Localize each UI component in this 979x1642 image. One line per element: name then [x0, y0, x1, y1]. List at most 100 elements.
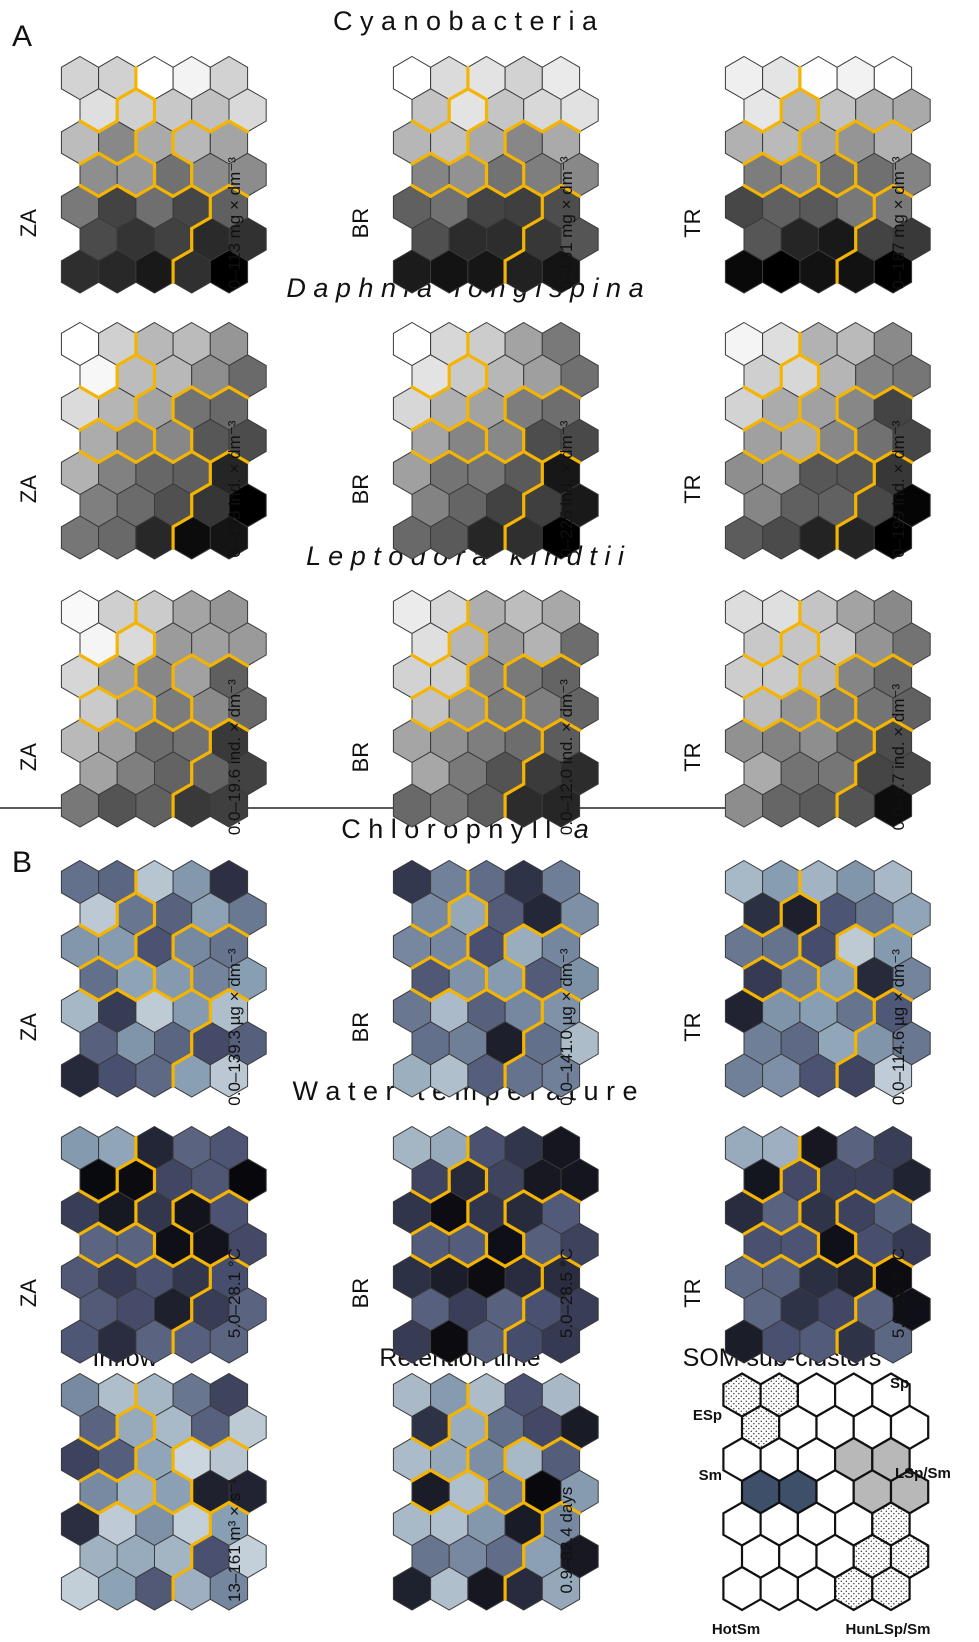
subcluster-label-lsp-sm: LSp/Sm [895, 1465, 951, 1482]
som-cell [209, 1566, 249, 1611]
cluster-border [559, 1189, 582, 1204]
chlorophyll-br-map [392, 859, 599, 1098]
cluster-border [854, 183, 876, 198]
cluster-border [798, 955, 821, 970]
cluster-border [891, 449, 914, 464]
cluster-border [78, 653, 101, 668]
cluster-border [190, 1286, 212, 1301]
range-label: 0.0–12.0 ind. × dm⁻³ [557, 679, 576, 835]
cluster-border [447, 1157, 470, 1172]
cluster-border [816, 449, 839, 464]
cluster-border [503, 1436, 526, 1451]
cluster-border [835, 717, 858, 732]
cluster-border [447, 1468, 470, 1483]
cluster-border [798, 717, 821, 732]
cluster-border [190, 1533, 212, 1548]
cluster-border [854, 385, 876, 400]
row-title-cyanobacteria: C y a n o b a c t e r i a [333, 6, 598, 36]
inflow-range-label: 13–161 m³ × s⁻¹ [225, 1478, 244, 1602]
cluster-border [835, 151, 858, 166]
cluster-border [115, 1468, 138, 1483]
cluster-border [171, 183, 194, 198]
cluster-border [96, 987, 119, 1002]
cluster-border [134, 955, 157, 970]
daphnia-br-map [392, 321, 599, 560]
cluster-border [96, 417, 119, 432]
cluster-border [134, 717, 157, 732]
cluster-border [429, 417, 451, 432]
cluster-border [410, 385, 433, 400]
cluster-border [742, 385, 765, 400]
cluster-border [540, 923, 563, 938]
panel-label-br: BR [348, 1278, 373, 1309]
water-temperature-br-map [392, 1125, 599, 1364]
cluster-border [760, 955, 783, 970]
cluster-border [466, 653, 489, 668]
section-label-b: B [12, 846, 32, 879]
cluster-border [78, 385, 101, 400]
cluster-border [429, 955, 451, 970]
cluster-border [854, 482, 876, 497]
cluster-border [152, 1253, 175, 1268]
cluster-border [742, 987, 765, 1002]
cluster-border [134, 1468, 157, 1483]
cluster-border [835, 685, 858, 700]
cluster-border [466, 923, 489, 938]
cluster-border [798, 1253, 821, 1268]
cluster-border [522, 216, 544, 231]
cluster-border [429, 685, 451, 700]
cluster-border [190, 216, 212, 231]
cluster-border [227, 923, 250, 938]
cluster-border [134, 151, 157, 166]
cluster-border [872, 653, 895, 668]
cluster-border [115, 449, 138, 464]
cluster-border [134, 1500, 157, 1515]
cluster-border [760, 717, 783, 732]
cluster-border [466, 1468, 489, 1483]
som-cell [541, 1319, 581, 1364]
cluster-border [760, 987, 783, 1002]
cluster-border [872, 987, 895, 1002]
cluster-border [798, 353, 821, 368]
cluster-border [742, 449, 765, 464]
cluster-border [854, 1286, 876, 1301]
cluster-border [503, 923, 526, 938]
som-cell [541, 783, 581, 828]
cluster-border [171, 1318, 194, 1333]
range-label: 0–198 ind. × dm⁻³ [225, 420, 244, 557]
cluster-border [466, 417, 489, 432]
cluster-border [466, 1221, 489, 1236]
cluster-border [115, 621, 138, 636]
cluster-border [208, 987, 231, 1002]
cluster-border [466, 119, 489, 134]
cluster-border [835, 1221, 858, 1236]
cluster-border [522, 717, 544, 732]
som-cell [209, 1319, 249, 1364]
cluster-border [410, 717, 433, 732]
subcluster-cell [871, 1565, 911, 1612]
cluster-border [190, 1500, 212, 1515]
range-label: 0.0–6.7 ind. × dm⁻³ [889, 684, 908, 831]
cluster-border [227, 987, 250, 1002]
cluster-border [208, 449, 231, 464]
cluster-border [872, 119, 895, 134]
cluster-border [227, 119, 250, 134]
cluster-border [854, 717, 876, 732]
cluster-border [466, 987, 489, 1002]
leptodora-za-map [60, 589, 267, 828]
cluster-border [835, 1253, 858, 1268]
cluster-border [835, 987, 858, 1002]
cluster-border [171, 1565, 194, 1580]
cluster-border [96, 653, 119, 668]
leptodora-tr-map [724, 589, 931, 828]
som-cell [873, 1319, 913, 1364]
panel-label-za: ZA [16, 209, 41, 237]
cluster-border [190, 385, 212, 400]
cluster-border [503, 151, 526, 166]
cluster-border [540, 987, 563, 1002]
cluster-border [559, 717, 582, 732]
cluster-border [447, 987, 470, 1002]
panel-label-br: BR [348, 742, 373, 773]
cluster-border [798, 385, 821, 400]
cluster-border [779, 183, 802, 198]
